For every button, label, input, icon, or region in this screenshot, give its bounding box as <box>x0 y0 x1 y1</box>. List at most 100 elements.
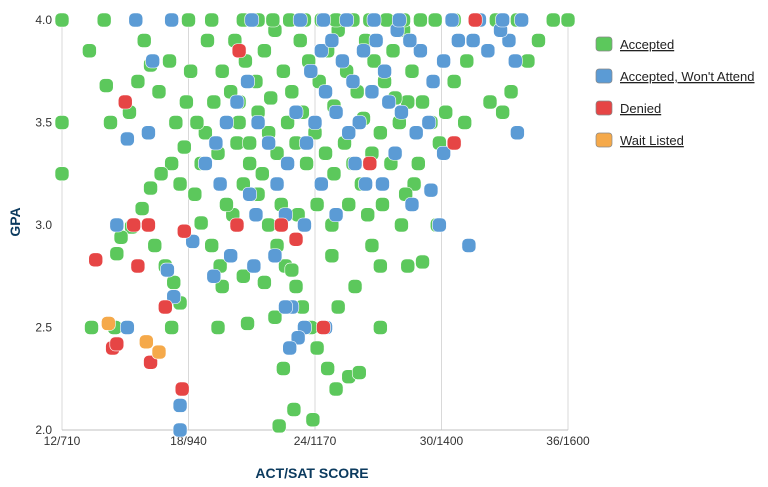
data-point <box>153 166 169 182</box>
data-point <box>267 309 283 325</box>
data-point <box>436 53 451 69</box>
data-point <box>364 238 380 253</box>
x-tick-label: 18/940 <box>170 434 207 448</box>
y-tick-label: 2.0 <box>35 423 52 437</box>
legend-swatch <box>595 132 613 148</box>
data-point <box>347 156 363 171</box>
data-point <box>214 63 230 79</box>
data-point <box>402 33 418 48</box>
data-point <box>316 12 331 28</box>
legend: Accepted Accepted, Won't Attend Denied Wait… <box>595 36 755 148</box>
data-point <box>242 186 257 202</box>
data-point <box>181 12 196 28</box>
data-point <box>198 156 213 171</box>
y-tick-label: 3.0 <box>35 218 52 232</box>
data-point <box>189 115 205 130</box>
data-point <box>204 12 219 28</box>
data-point <box>141 125 156 141</box>
data-point <box>263 90 279 106</box>
x-tick-label: 24/1170 <box>294 434 337 448</box>
data-point <box>280 156 295 171</box>
data-point <box>330 299 346 315</box>
data-point <box>174 381 190 397</box>
data-point <box>339 12 354 28</box>
data-point <box>246 258 262 274</box>
data-point <box>271 418 287 434</box>
data-point <box>103 115 118 130</box>
data-point <box>292 33 308 48</box>
data-point <box>373 258 388 274</box>
data-point <box>309 340 325 356</box>
data-point <box>351 365 367 380</box>
data-point <box>364 84 380 100</box>
data-point <box>88 252 104 268</box>
legend-swatch <box>595 36 613 52</box>
data-point <box>257 43 272 59</box>
data-point <box>451 33 466 48</box>
data-point <box>117 94 133 110</box>
data-point <box>347 279 363 294</box>
data-point <box>510 125 525 141</box>
data-point <box>54 115 70 130</box>
data-point <box>377 63 392 79</box>
data-point <box>482 94 498 110</box>
data-point <box>394 217 409 233</box>
legend-swatch <box>595 68 613 84</box>
data-point <box>168 115 184 130</box>
data-point <box>166 275 182 290</box>
data-point <box>290 330 306 346</box>
data-point <box>210 320 226 335</box>
data-point <box>126 217 141 233</box>
data-point <box>351 115 367 130</box>
data-point <box>385 43 401 59</box>
data-point <box>465 33 481 48</box>
y-tick-label: 4.0 <box>35 13 52 27</box>
data-point <box>164 320 179 335</box>
data-point <box>54 12 70 28</box>
data-point <box>375 197 390 212</box>
data-point <box>128 12 144 28</box>
data-point <box>362 156 378 171</box>
y-tick-label: 2.5 <box>35 321 52 335</box>
y-tick-label: 3.5 <box>35 116 52 130</box>
data-point <box>358 176 373 192</box>
data-point <box>503 84 519 100</box>
data-point <box>400 258 416 274</box>
x-axis-title: ACT/SAT SCORE <box>255 465 368 481</box>
data-point <box>444 12 460 28</box>
data-point <box>341 197 357 212</box>
data-point <box>514 12 529 28</box>
data-point <box>139 334 154 350</box>
data-point <box>324 248 340 264</box>
data-point <box>162 53 177 69</box>
data-point <box>206 94 222 110</box>
data-point <box>423 182 439 198</box>
data-point <box>446 135 462 151</box>
data-point <box>392 12 407 28</box>
data-point <box>297 217 312 233</box>
data-point <box>120 320 135 335</box>
data-point <box>316 320 331 335</box>
data-point <box>328 207 344 223</box>
data-point <box>158 299 173 315</box>
data-point <box>141 217 156 233</box>
data-point <box>120 131 135 147</box>
data-point <box>164 12 179 28</box>
data-point <box>206 268 222 284</box>
data-point <box>495 12 510 28</box>
data-point <box>261 135 276 151</box>
data-point <box>187 186 203 202</box>
data-point <box>415 94 430 110</box>
data-point <box>240 316 255 331</box>
data-point <box>427 12 443 28</box>
legend-label: Denied <box>620 101 661 116</box>
data-point <box>432 217 447 233</box>
data-point <box>236 268 251 284</box>
data-point <box>345 74 361 89</box>
data-point <box>257 275 272 290</box>
data-point <box>198 125 213 141</box>
data-point <box>276 361 291 376</box>
data-point <box>459 53 475 69</box>
data-point <box>82 43 97 59</box>
data-point <box>307 115 323 130</box>
